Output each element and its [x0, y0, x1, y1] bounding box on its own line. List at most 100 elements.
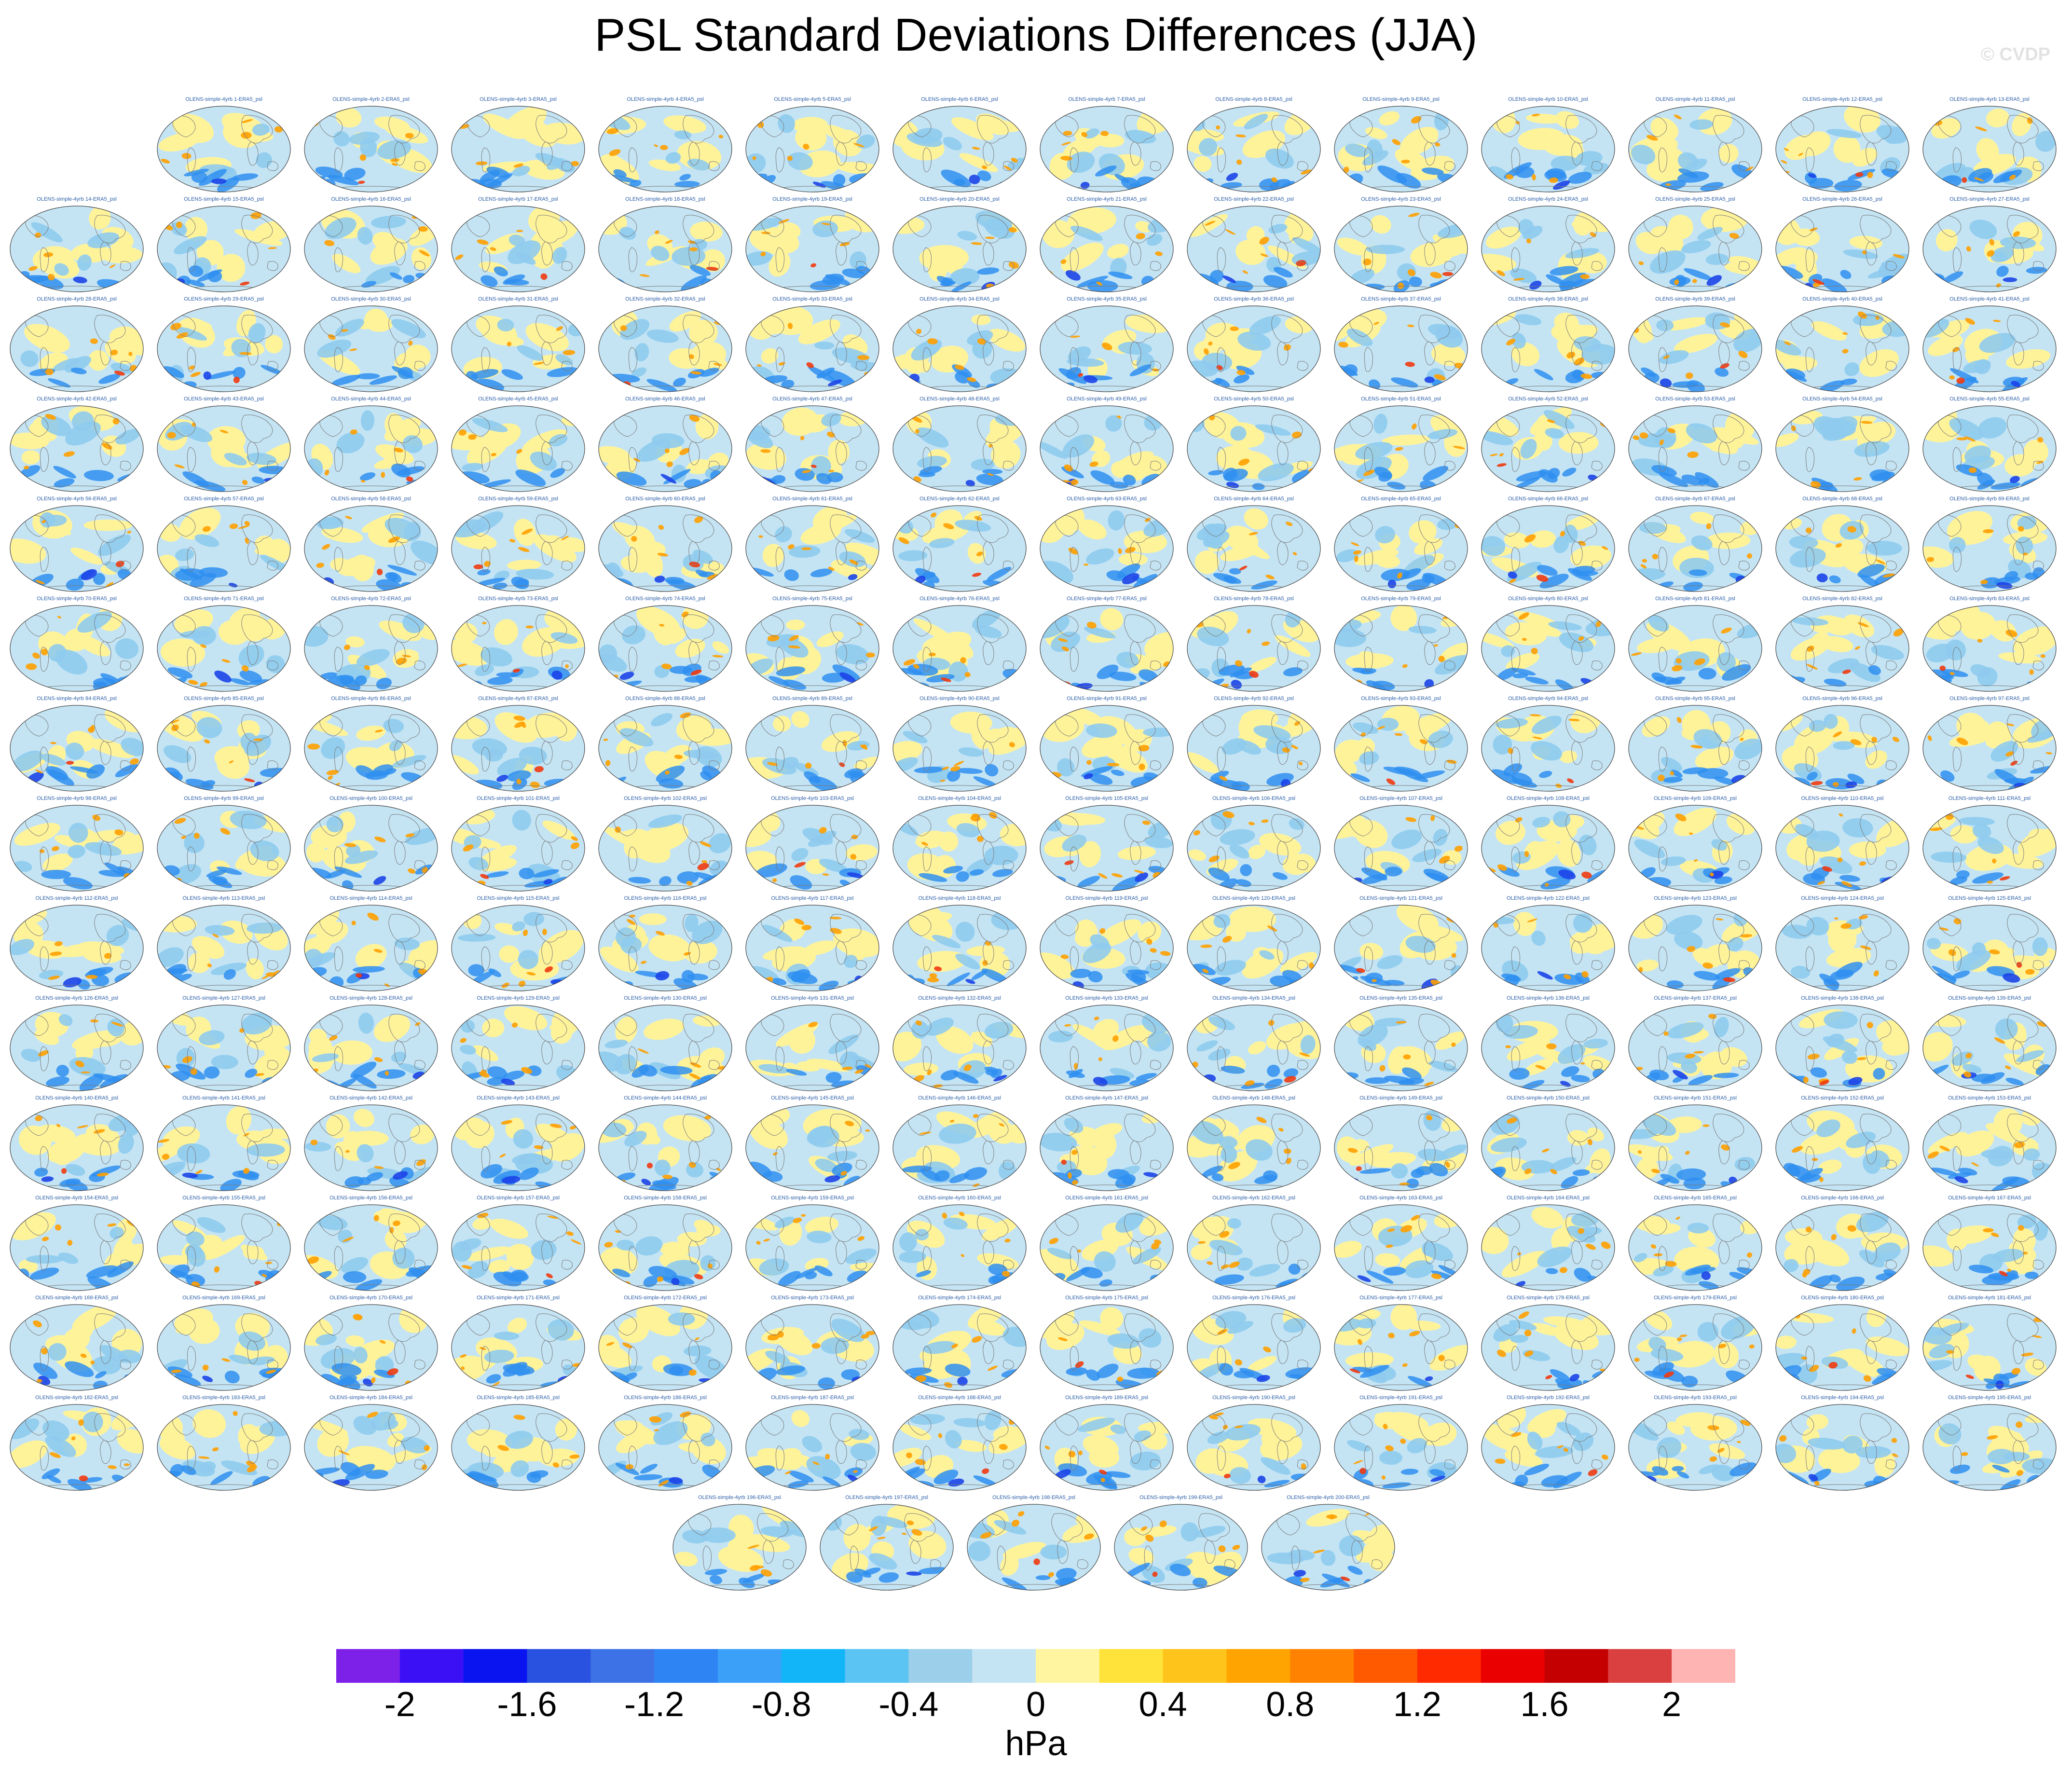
- global-map: [1628, 1204, 1762, 1291]
- global-map: [892, 405, 1027, 492]
- global-map: [1922, 805, 2057, 892]
- global-map: [1261, 1504, 1395, 1591]
- map-panel: OLENS-simple-4yrb 19-ERA5_psl: [742, 195, 882, 295]
- panel-title: OLENS-simple-4yrb 172-ERA5_psl: [624, 1295, 707, 1301]
- panel-title: OLENS-simple-4yrb 116-ERA5_psl: [624, 895, 707, 901]
- panel-title: OLENS-simple-4yrb 109-ERA5_psl: [1654, 796, 1737, 801]
- global-map: [304, 206, 438, 292]
- global-map: [157, 705, 291, 792]
- global-map: [1187, 1104, 1321, 1191]
- panel-title: OLENS-simple-4yrb 123-ERA5_psl: [1654, 895, 1737, 901]
- panel-title: OLENS-simple-4yrb 193-ERA5_psl: [1654, 1395, 1737, 1401]
- map-panel: OLENS-simple-4yrb 52-ERA5_psl: [1478, 395, 1618, 495]
- panel-title: OLENS-simple-4yrb 135-ERA5_psl: [1359, 995, 1442, 1001]
- map-panel: OLENS-simple-4yrb 116-ERA5_psl: [595, 894, 735, 994]
- map-panel: OLENS-simple-4yrb 166-ERA5_psl: [1772, 1194, 1912, 1293]
- map-panel: OLENS-simple-4yrb 28-ERA5_psl: [7, 295, 147, 395]
- panel-title: OLENS-simple-4yrb 167-ERA5_psl: [1948, 1195, 2031, 1201]
- global-map: [1775, 1404, 1909, 1491]
- map-panel: OLENS-simple-4yrb 20-ERA5_psl: [890, 195, 1029, 295]
- colorbar-tick-label: 1.2: [1393, 1685, 1441, 1724]
- panel-title: OLENS-simple-4yrb 174-ERA5_psl: [918, 1295, 1001, 1301]
- panel-title: OLENS-simple-4yrb 101-ERA5_psl: [477, 796, 560, 801]
- map-panel: OLENS-simple-4yrb 142-ERA5_psl: [301, 1094, 441, 1194]
- panel-title: OLENS-simple-4yrb 113-ERA5_psl: [182, 895, 265, 901]
- global-map: [1040, 805, 1174, 892]
- map-panel: OLENS-simple-4yrb 59-ERA5_psl: [448, 495, 588, 594]
- colorbar-swatch: [1481, 1649, 1545, 1683]
- panel-title: OLENS-simple-4yrb 188-ERA5_psl: [918, 1395, 1001, 1401]
- map-panel: OLENS-simple-4yrb 187-ERA5_psl: [742, 1394, 882, 1493]
- panel-title: OLENS-simple-4yrb 37-ERA5_psl: [1361, 296, 1441, 302]
- global-map: [892, 505, 1027, 592]
- panel-title: OLENS-simple-4yrb 143-ERA5_psl: [477, 1095, 560, 1101]
- global-map: [745, 805, 879, 892]
- map-panel: OLENS-simple-4yrb 30-ERA5_psl: [301, 295, 441, 395]
- panel-title: OLENS-simple-4yrb 44-ERA5_psl: [331, 396, 411, 402]
- page-title: PSL Standard Deviations Differences (JJA…: [594, 9, 1478, 61]
- map-panel: OLENS-simple-4yrb 185-ERA5_psl: [448, 1394, 588, 1493]
- panel-title: OLENS-simple-4yrb 97-ERA5_psl: [1949, 696, 2030, 701]
- panel-title: OLENS-simple-4yrb 114-ERA5_psl: [329, 895, 412, 901]
- map-panel: OLENS-simple-4yrb 186-ERA5_psl: [595, 1394, 735, 1493]
- panel-title: OLENS-simple-4yrb 71-ERA5_psl: [184, 596, 264, 602]
- global-map: [1040, 1404, 1174, 1491]
- global-map: [745, 1104, 879, 1191]
- map-panel: OLENS-simple-4yrb 199-ERA5_psl: [1111, 1494, 1251, 1593]
- panel-title: OLENS-simple-4yrb 122-ERA5_psl: [1507, 895, 1590, 901]
- global-map: [1040, 505, 1174, 592]
- colorbar-swatch: [1290, 1649, 1354, 1683]
- global-map: [1040, 705, 1174, 792]
- panel-title: OLENS-simple-4yrb 47-ERA5_psl: [772, 396, 852, 402]
- panel-title: OLENS-simple-4yrb 50-ERA5_psl: [1214, 396, 1294, 402]
- map-panel: OLENS-simple-4yrb 73-ERA5_psl: [448, 595, 588, 694]
- global-map: [1481, 1404, 1615, 1491]
- global-map: [1775, 1304, 1909, 1391]
- panel-title: OLENS-simple-4yrb 26-ERA5_psl: [1802, 196, 1882, 202]
- global-map: [1040, 305, 1174, 392]
- panel-title: OLENS-simple-4yrb 14-ERA5_psl: [37, 196, 117, 202]
- global-map: [892, 905, 1027, 991]
- global-map: [1187, 605, 1321, 692]
- panel-title: OLENS-simple-4yrb 151-ERA5_psl: [1654, 1095, 1737, 1101]
- panel-title: OLENS-simple-4yrb 189-ERA5_psl: [1065, 1395, 1148, 1401]
- panel-title: OLENS-simple-4yrb 35-ERA5_psl: [1067, 296, 1147, 302]
- map-panel: OLENS-simple-4yrb 76-ERA5_psl: [890, 595, 1029, 694]
- panel-title: OLENS-simple-4yrb 83-ERA5_psl: [1949, 596, 2030, 602]
- global-map: [10, 405, 144, 492]
- panel-title: OLENS-simple-4yrb 27-ERA5_psl: [1949, 196, 2030, 202]
- global-map: [967, 1504, 1101, 1591]
- panel-title: OLENS-simple-4yrb 132-ERA5_psl: [918, 995, 1001, 1001]
- map-panel: OLENS-simple-4yrb 102-ERA5_psl: [595, 795, 735, 894]
- panel-title: OLENS-simple-4yrb 178-ERA5_psl: [1507, 1295, 1590, 1301]
- panel-title: OLENS-simple-4yrb 125-ERA5_psl: [1948, 895, 2031, 901]
- map-panel: OLENS-simple-4yrb 162-ERA5_psl: [1184, 1194, 1324, 1293]
- panel-title: OLENS-simple-4yrb 66-ERA5_psl: [1508, 496, 1588, 502]
- map-panel: OLENS-simple-4yrb 115-ERA5_psl: [448, 894, 588, 994]
- panel-title: OLENS-simple-4yrb 133-ERA5_psl: [1065, 995, 1148, 1001]
- panel-title: OLENS-simple-4yrb 156-ERA5_psl: [329, 1195, 412, 1201]
- panel-title: OLENS-simple-4yrb 106-ERA5_psl: [1212, 796, 1295, 801]
- global-map: [1187, 805, 1321, 892]
- panel-title: OLENS-simple-4yrb 33-ERA5_psl: [772, 296, 852, 302]
- colorbar-swatch: [527, 1649, 591, 1683]
- map-panel: OLENS-simple-4yrb 151-ERA5_psl: [1625, 1094, 1765, 1194]
- global-map: [598, 1304, 732, 1391]
- map-panel: OLENS-simple-4yrb 101-ERA5_psl: [448, 795, 588, 894]
- map-panel: OLENS-simple-4yrb 133-ERA5_psl: [1037, 994, 1177, 1094]
- map-panel: OLENS-simple-4yrb 8-ERA5_psl: [1184, 96, 1324, 195]
- map-panel: OLENS-simple-4yrb 145-ERA5_psl: [742, 1094, 882, 1194]
- global-map: [157, 1304, 291, 1391]
- map-panel: OLENS-simple-4yrb 183-ERA5_psl: [154, 1394, 294, 1493]
- global-map: [304, 605, 438, 692]
- map-panel: OLENS-simple-4yrb 35-ERA5_psl: [1037, 295, 1177, 395]
- panel-title: OLENS-simple-4yrb 22-ERA5_psl: [1214, 196, 1294, 202]
- global-map: [745, 905, 879, 991]
- map-panel: OLENS-simple-4yrb 82-ERA5_psl: [1772, 595, 1912, 694]
- global-map: [1922, 1304, 2057, 1391]
- map-panel: OLENS-simple-4yrb 12-ERA5_psl: [1772, 96, 1912, 195]
- global-map: [1187, 1404, 1321, 1491]
- colorbar-swatch: [908, 1649, 973, 1683]
- global-map: [1040, 1204, 1174, 1291]
- panel-title: OLENS-simple-4yrb 25-ERA5_psl: [1655, 196, 1735, 202]
